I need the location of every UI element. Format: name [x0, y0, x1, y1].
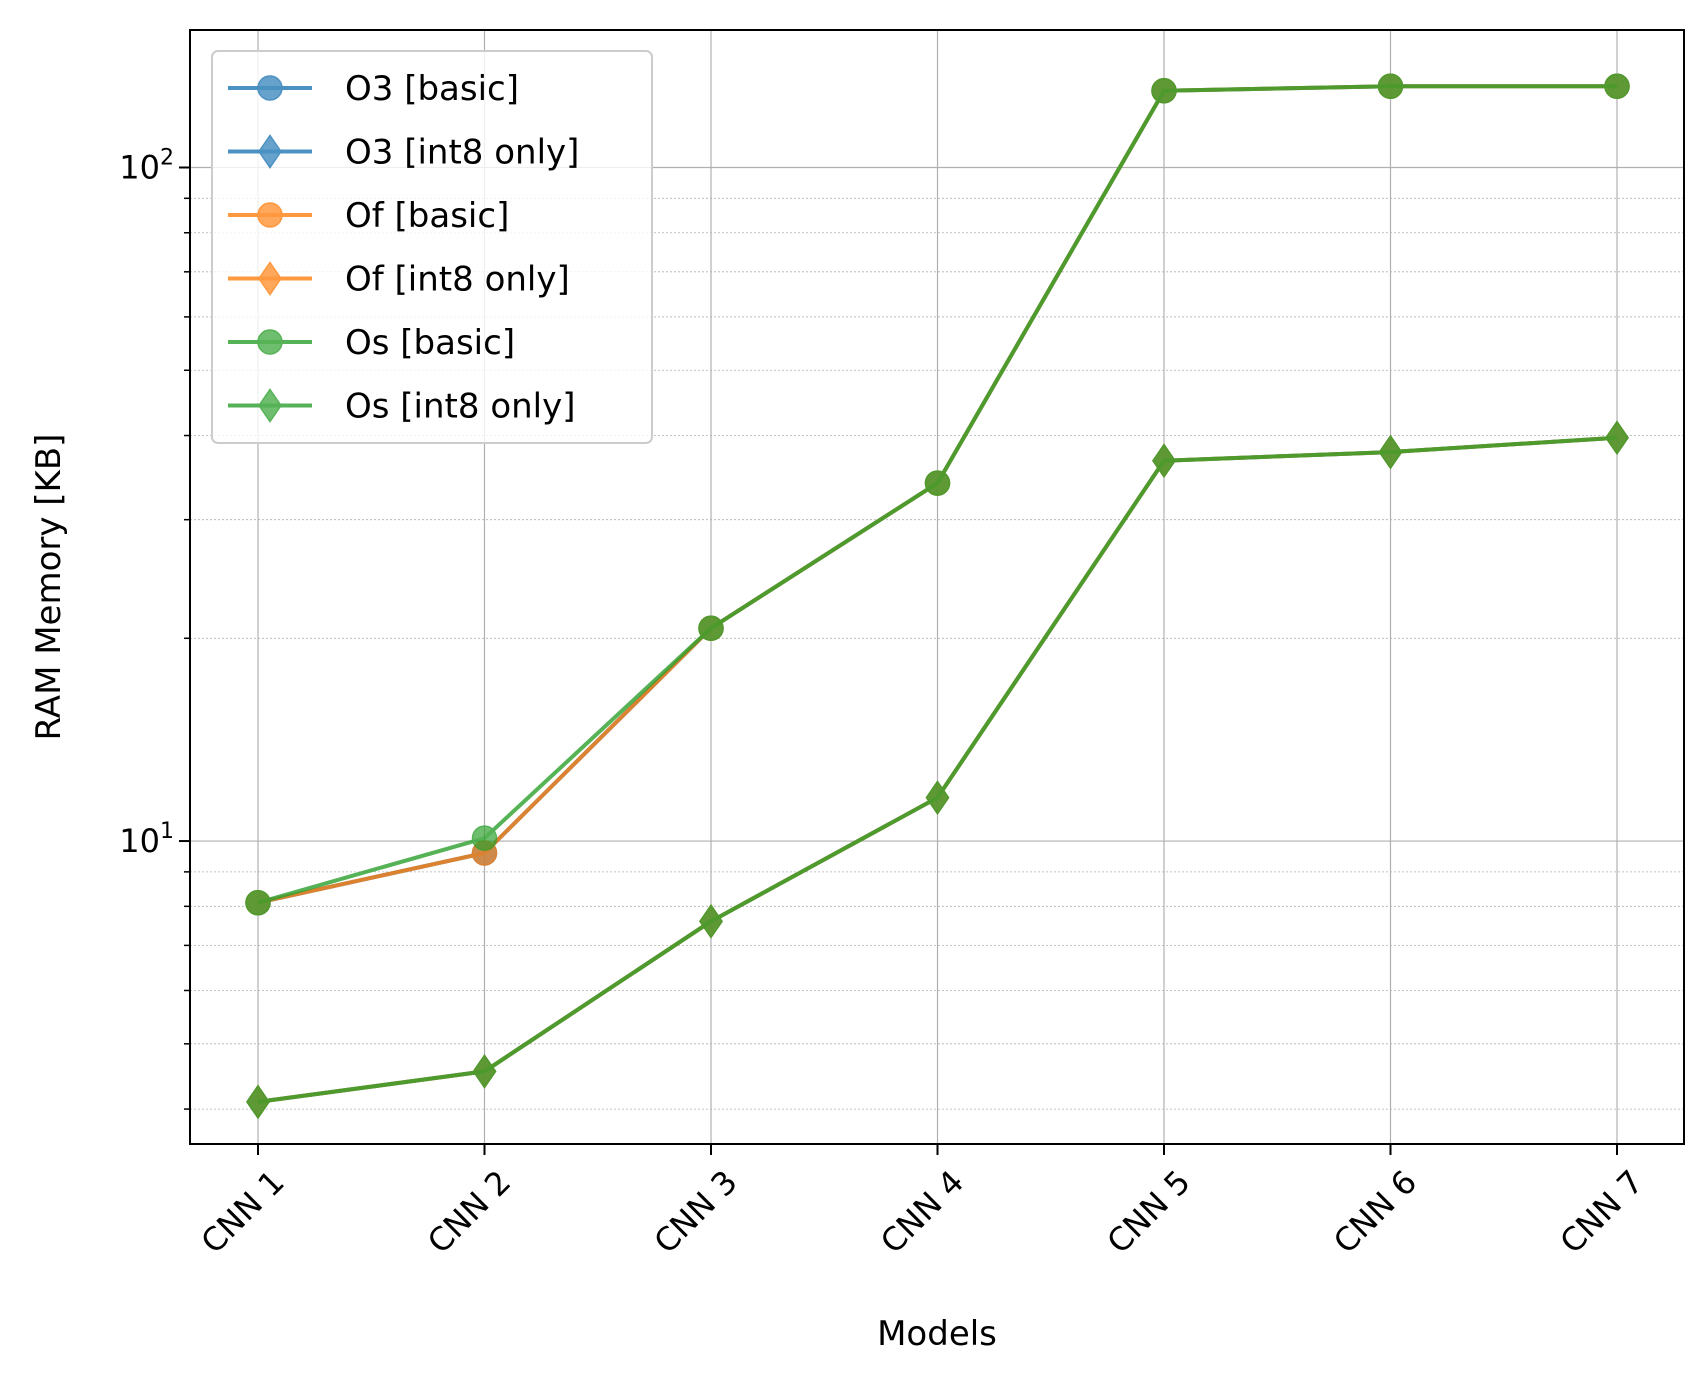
legend-swatch-marker: [257, 202, 283, 228]
data-point: [472, 1054, 497, 1089]
legend-swatch-marker: [258, 134, 282, 169]
data-point: [698, 615, 724, 641]
data-point: [245, 889, 271, 916]
y-tick-label: 102: [119, 145, 174, 186]
legend-box: [211, 50, 653, 444]
legend-entry: [228, 261, 312, 296]
legend-label: Os [basic]: [345, 323, 515, 363]
legend: O3 [basic] O3 [int8 only] Of [basic] Of [in…: [211, 50, 653, 444]
legend-entry: [228, 329, 312, 355]
legend-label: Os [int8 only]: [345, 387, 576, 427]
series-5: [246, 420, 1629, 1120]
data-point: [1605, 420, 1629, 456]
data-point: [1151, 77, 1177, 104]
legend-swatch-marker: [258, 388, 282, 423]
data-point: [1378, 434, 1403, 470]
legend-label: O3 [int8 only]: [345, 133, 579, 173]
legend-entry: [228, 202, 312, 228]
data-point: [471, 825, 498, 851]
y-axis-label: RAM Memory [KB]: [29, 434, 69, 741]
y-axis: 101 102: [119, 145, 190, 1110]
data-point: [924, 470, 951, 496]
data-point: [1377, 73, 1404, 100]
series-4: [245, 73, 1630, 916]
y-tick-label: 101: [119, 819, 174, 860]
legend-entry: [228, 388, 312, 423]
data-point: [1152, 443, 1176, 479]
legend-swatch-marker: [257, 75, 283, 101]
legend-swatch-marker: [258, 261, 282, 296]
legend-entry: [228, 134, 312, 169]
data-point: [1604, 73, 1630, 100]
legend-swatch-marker: [257, 329, 283, 355]
legend-label: O3 [basic]: [345, 69, 519, 109]
legend-label: Of [basic]: [345, 196, 509, 236]
legend-label: Of [int8 only]: [345, 260, 570, 300]
legend-entry: [228, 75, 312, 101]
data-point: [699, 904, 723, 939]
data-point: [246, 1084, 270, 1120]
x-axis-label: Models: [877, 1314, 997, 1354]
series-layer: [245, 73, 1630, 1120]
data-point: [925, 780, 950, 815]
